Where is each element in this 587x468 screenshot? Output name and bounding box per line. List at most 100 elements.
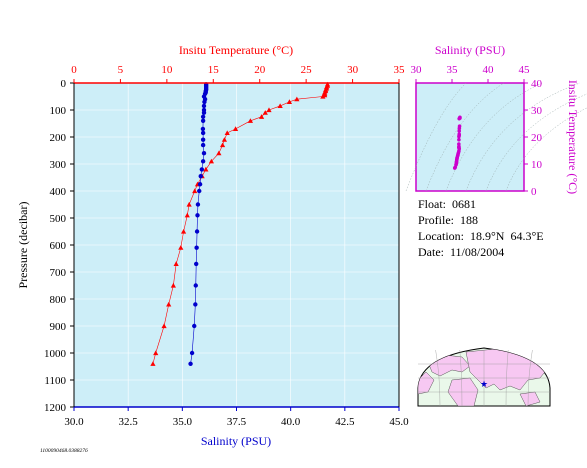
salinity-point [199, 167, 205, 172]
salinity-point [188, 361, 193, 366]
density-contour [485, 93, 587, 192]
temperature-point [294, 96, 300, 102]
temperature-point [208, 158, 215, 164]
inset-y-tick-label: 40 [531, 78, 543, 90]
temperature-point [258, 114, 265, 119]
pressure-tick-label: 1200 [44, 402, 67, 414]
temperature-point [186, 201, 192, 207]
density-contour [445, 82, 543, 192]
pressure-tick-label: 700 [50, 267, 67, 279]
temperature-point [320, 93, 326, 99]
inset-point [457, 137, 461, 142]
temperature-tick-label: 5 [118, 64, 124, 76]
pressure-tick-label: 200 [50, 132, 67, 144]
star-icon: ★ [480, 379, 488, 389]
left-axis-title: Pressure (decibar) [16, 202, 30, 289]
salinity-point [194, 245, 199, 250]
inset-point [457, 129, 462, 133]
salinity-point [189, 350, 195, 356]
temperature-point [262, 110, 268, 115]
inset-y-tick-label: 30 [531, 105, 543, 117]
temperature-point [224, 130, 230, 136]
temperature-tick-label: 20 [254, 64, 266, 76]
salinity-point [201, 103, 207, 109]
temperature-point [173, 261, 179, 266]
temperature-point [170, 282, 176, 288]
salinity-point [193, 302, 198, 307]
temperature-tick-label: 15 [208, 64, 220, 76]
salinity-point [197, 188, 202, 194]
temperature-point [216, 150, 222, 156]
salinity-point [200, 126, 206, 132]
footer-code: 1100090468.0388276 [40, 447, 88, 454]
salinity-tick-label: 45.0 [389, 416, 409, 428]
float-info-date: Date: 11/08/2004 [418, 245, 505, 259]
salinity-point [194, 229, 200, 234]
temperature-point [247, 118, 254, 123]
inset-x-tick-label: 30 [411, 64, 423, 76]
pressure-tick-label: 0 [61, 78, 67, 90]
density-contour [465, 82, 581, 192]
salinity-tick-label: 30.0 [64, 416, 84, 428]
temperature-point [219, 142, 226, 148]
float-info-float: Float: 0681 [418, 197, 477, 211]
float-info-profile: Profile: 188 [418, 213, 478, 227]
salinity-point [200, 130, 206, 136]
temperature-point [266, 107, 272, 113]
top-axis-title: Insitu Temperature (°C) [179, 43, 293, 57]
pressure-tick-label: 300 [50, 159, 67, 171]
main-grid [74, 83, 399, 407]
temperature-point [286, 99, 293, 104]
map-longitude-line [527, 349, 533, 407]
map-longitude-line [459, 349, 463, 407]
temperature-point [192, 188, 198, 194]
main-profile-chart: 0100200300400500600700800900100011001200… [16, 43, 409, 448]
salinity-point [200, 159, 206, 164]
pressure-tick-label: 1000 [44, 348, 67, 360]
salinity-point [202, 99, 207, 105]
inset-point [452, 166, 457, 170]
salinity-tick-label: 35.0 [173, 416, 193, 428]
pressure-tick-label: 600 [50, 240, 67, 252]
salinity-point [200, 118, 206, 124]
salinity-point [200, 142, 206, 148]
temperature-point [166, 301, 172, 307]
inset-point [457, 126, 462, 131]
pressure-tick-label: 800 [50, 294, 67, 306]
inset-density-contours [405, 82, 587, 192]
float-info-location: Location: 18.9°N 64.3°E [418, 229, 544, 243]
salinity-point [192, 323, 197, 329]
inset-x-title: Salinity (PSU) [435, 43, 505, 57]
temperature-tick-label: 30 [347, 64, 359, 76]
pressure-tick-label: 1100 [44, 375, 66, 387]
salinity-point [201, 110, 207, 115]
temperature-point [161, 323, 167, 329]
bottom-axis-title: Salinity (PSU) [201, 434, 271, 448]
main-ticks: 0100200300400500600700800900100011001200… [44, 64, 409, 428]
temperature-point [153, 350, 159, 356]
pressure-tick-label: 500 [50, 213, 67, 225]
salinity-point [200, 137, 206, 142]
pressure-tick-label: 400 [50, 186, 67, 198]
salinity-tick-label: 37.5 [227, 416, 247, 428]
map-longitude-line [505, 349, 509, 407]
density-contour [405, 82, 467, 192]
salinity-point [200, 114, 206, 119]
inset-x-tick-label: 45 [519, 64, 531, 76]
salinity-point [195, 213, 200, 218]
temperature-point [184, 212, 190, 218]
main-series [150, 81, 331, 366]
salinity-point [197, 182, 203, 187]
salinity-tick-label: 32.5 [119, 416, 139, 428]
inset-x-tick-label: 40 [483, 64, 495, 76]
pressure-tick-label: 900 [50, 321, 67, 333]
location-map: ★ [417, 347, 551, 407]
inset-y-tick-label: 0 [531, 186, 537, 198]
salinity-point [195, 202, 201, 207]
temperature-point [150, 361, 156, 366]
salinity-point [194, 261, 199, 267]
salinity-point [201, 151, 207, 156]
inset-point [457, 134, 461, 139]
temperature-tick-label: 25 [301, 64, 313, 76]
